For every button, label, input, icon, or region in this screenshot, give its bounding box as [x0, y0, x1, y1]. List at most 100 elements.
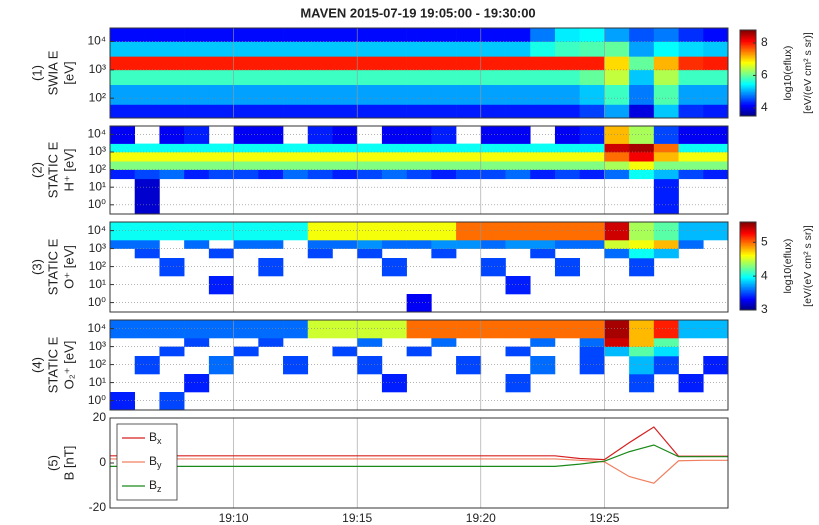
heatmap-cell	[258, 69, 284, 85]
heatmap-cell	[604, 84, 630, 105]
heatmap-cell	[381, 161, 407, 170]
heatmap-cell	[381, 56, 407, 71]
colorbar-segment	[740, 223, 756, 226]
heatmap-cell	[357, 84, 383, 105]
colorbar-segment	[740, 298, 756, 301]
heatmap-cell	[184, 84, 210, 105]
heatmap-cell	[159, 143, 185, 153]
y-axis-label: (1)	[29, 65, 44, 81]
y-axis-label: (4)	[29, 357, 44, 373]
heatmap-cell	[653, 84, 679, 105]
heatmap-cell	[604, 320, 630, 339]
heatmap-cell	[406, 346, 432, 357]
heatmap-cell	[456, 84, 482, 105]
heatmap-cell	[406, 56, 432, 71]
heatmap-cell	[357, 56, 383, 71]
heatmap-cell	[110, 151, 136, 162]
colorbar-label: [eV/(eV cm² s sr)]	[802, 225, 814, 307]
colorbar-segment	[740, 71, 756, 74]
heatmap-cell	[629, 356, 655, 375]
heatmap-cell	[703, 69, 729, 85]
heatmap-cell	[110, 143, 136, 153]
colorbar-segment	[740, 276, 756, 279]
colorbar-segment	[740, 64, 756, 67]
colorbar-segment	[740, 296, 756, 299]
y-axis-label: (5)	[45, 455, 60, 471]
heatmap-cell	[480, 126, 506, 144]
heatmap-cell	[505, 126, 531, 144]
heatmap-cell	[678, 56, 704, 71]
panel-frame	[109, 319, 729, 411]
colorbar-segment	[740, 286, 756, 289]
colorbar-segment	[740, 83, 756, 85]
heatmap-cell	[678, 126, 704, 144]
heatmap-cell	[431, 320, 457, 339]
heatmap-cell	[703, 161, 729, 170]
heatmap-cell	[629, 258, 655, 277]
heatmap-cell	[530, 151, 556, 162]
heatmap-cell	[208, 28, 234, 42]
heatmap-cell	[530, 41, 556, 57]
colorbar-tick-label: 8	[761, 35, 768, 49]
heatmap-cell	[307, 143, 333, 153]
heatmap-cell	[554, 56, 580, 71]
heatmap-cell	[653, 151, 679, 162]
heatmap-cell	[258, 104, 284, 119]
heatmap-cell	[208, 56, 234, 71]
colorbar-segment	[740, 34, 756, 37]
heatmap-cell	[653, 320, 679, 339]
heatmap-cell	[653, 248, 679, 259]
colorbar-segment	[740, 241, 756, 244]
heatmap-cell	[653, 240, 679, 249]
heatmap-cell	[505, 143, 531, 153]
heatmap-cell	[184, 28, 210, 42]
colorbar-segment	[740, 249, 756, 252]
data-line	[110, 426, 728, 461]
y-tick-label: 10¹	[89, 277, 106, 291]
heatmap-cell	[233, 143, 259, 153]
heatmap-cell	[357, 169, 383, 180]
heatmap-cell	[233, 161, 259, 170]
heatmap-cell	[184, 143, 210, 153]
x-tick-label: 19:15	[342, 511, 372, 525]
y-axis-label: STATIC E	[45, 238, 60, 295]
colorbar-segment	[740, 254, 756, 257]
heatmap-cell	[184, 169, 210, 180]
heatmap-cell	[381, 28, 407, 42]
heatmap-cell	[629, 248, 655, 259]
heatmap-cell	[184, 222, 210, 241]
heatmap-cell	[604, 56, 630, 71]
colorbar-segment	[740, 91, 756, 94]
heatmap-cell	[208, 84, 234, 105]
heatmap-cell	[530, 84, 556, 105]
heatmap-cell	[110, 320, 136, 339]
heatmap-cell	[381, 104, 407, 119]
colorbar-segment	[740, 255, 756, 258]
heatmap-cell	[604, 41, 630, 57]
colorbar-segment	[740, 280, 756, 283]
heatmap-cell	[431, 143, 457, 153]
heatmap-cell	[629, 240, 655, 249]
heatmap-cell	[703, 356, 729, 375]
heatmap-cell	[579, 143, 605, 153]
heatmap-cell	[653, 104, 679, 119]
heatmap-cell	[381, 69, 407, 85]
heatmap-cell	[629, 56, 655, 71]
heatmap-cell	[159, 104, 185, 119]
heatmap-cell	[184, 161, 210, 170]
heatmap-cell	[159, 151, 185, 162]
heatmap-cell	[505, 222, 531, 241]
heatmap-cell	[678, 28, 704, 42]
heatmap-cell	[505, 69, 531, 85]
heatmap-cell	[208, 151, 234, 162]
colorbar-tick-label: 3	[761, 302, 768, 316]
colorbar-segment	[740, 30, 756, 32]
colorbar-segment	[740, 226, 756, 229]
colorbar-segment	[740, 304, 756, 307]
colorbar-segment	[740, 84, 756, 87]
heatmap-cell	[629, 104, 655, 119]
heatmap-cell	[332, 169, 358, 180]
heatmap-cell	[134, 320, 160, 339]
heatmap-cell	[381, 374, 407, 393]
